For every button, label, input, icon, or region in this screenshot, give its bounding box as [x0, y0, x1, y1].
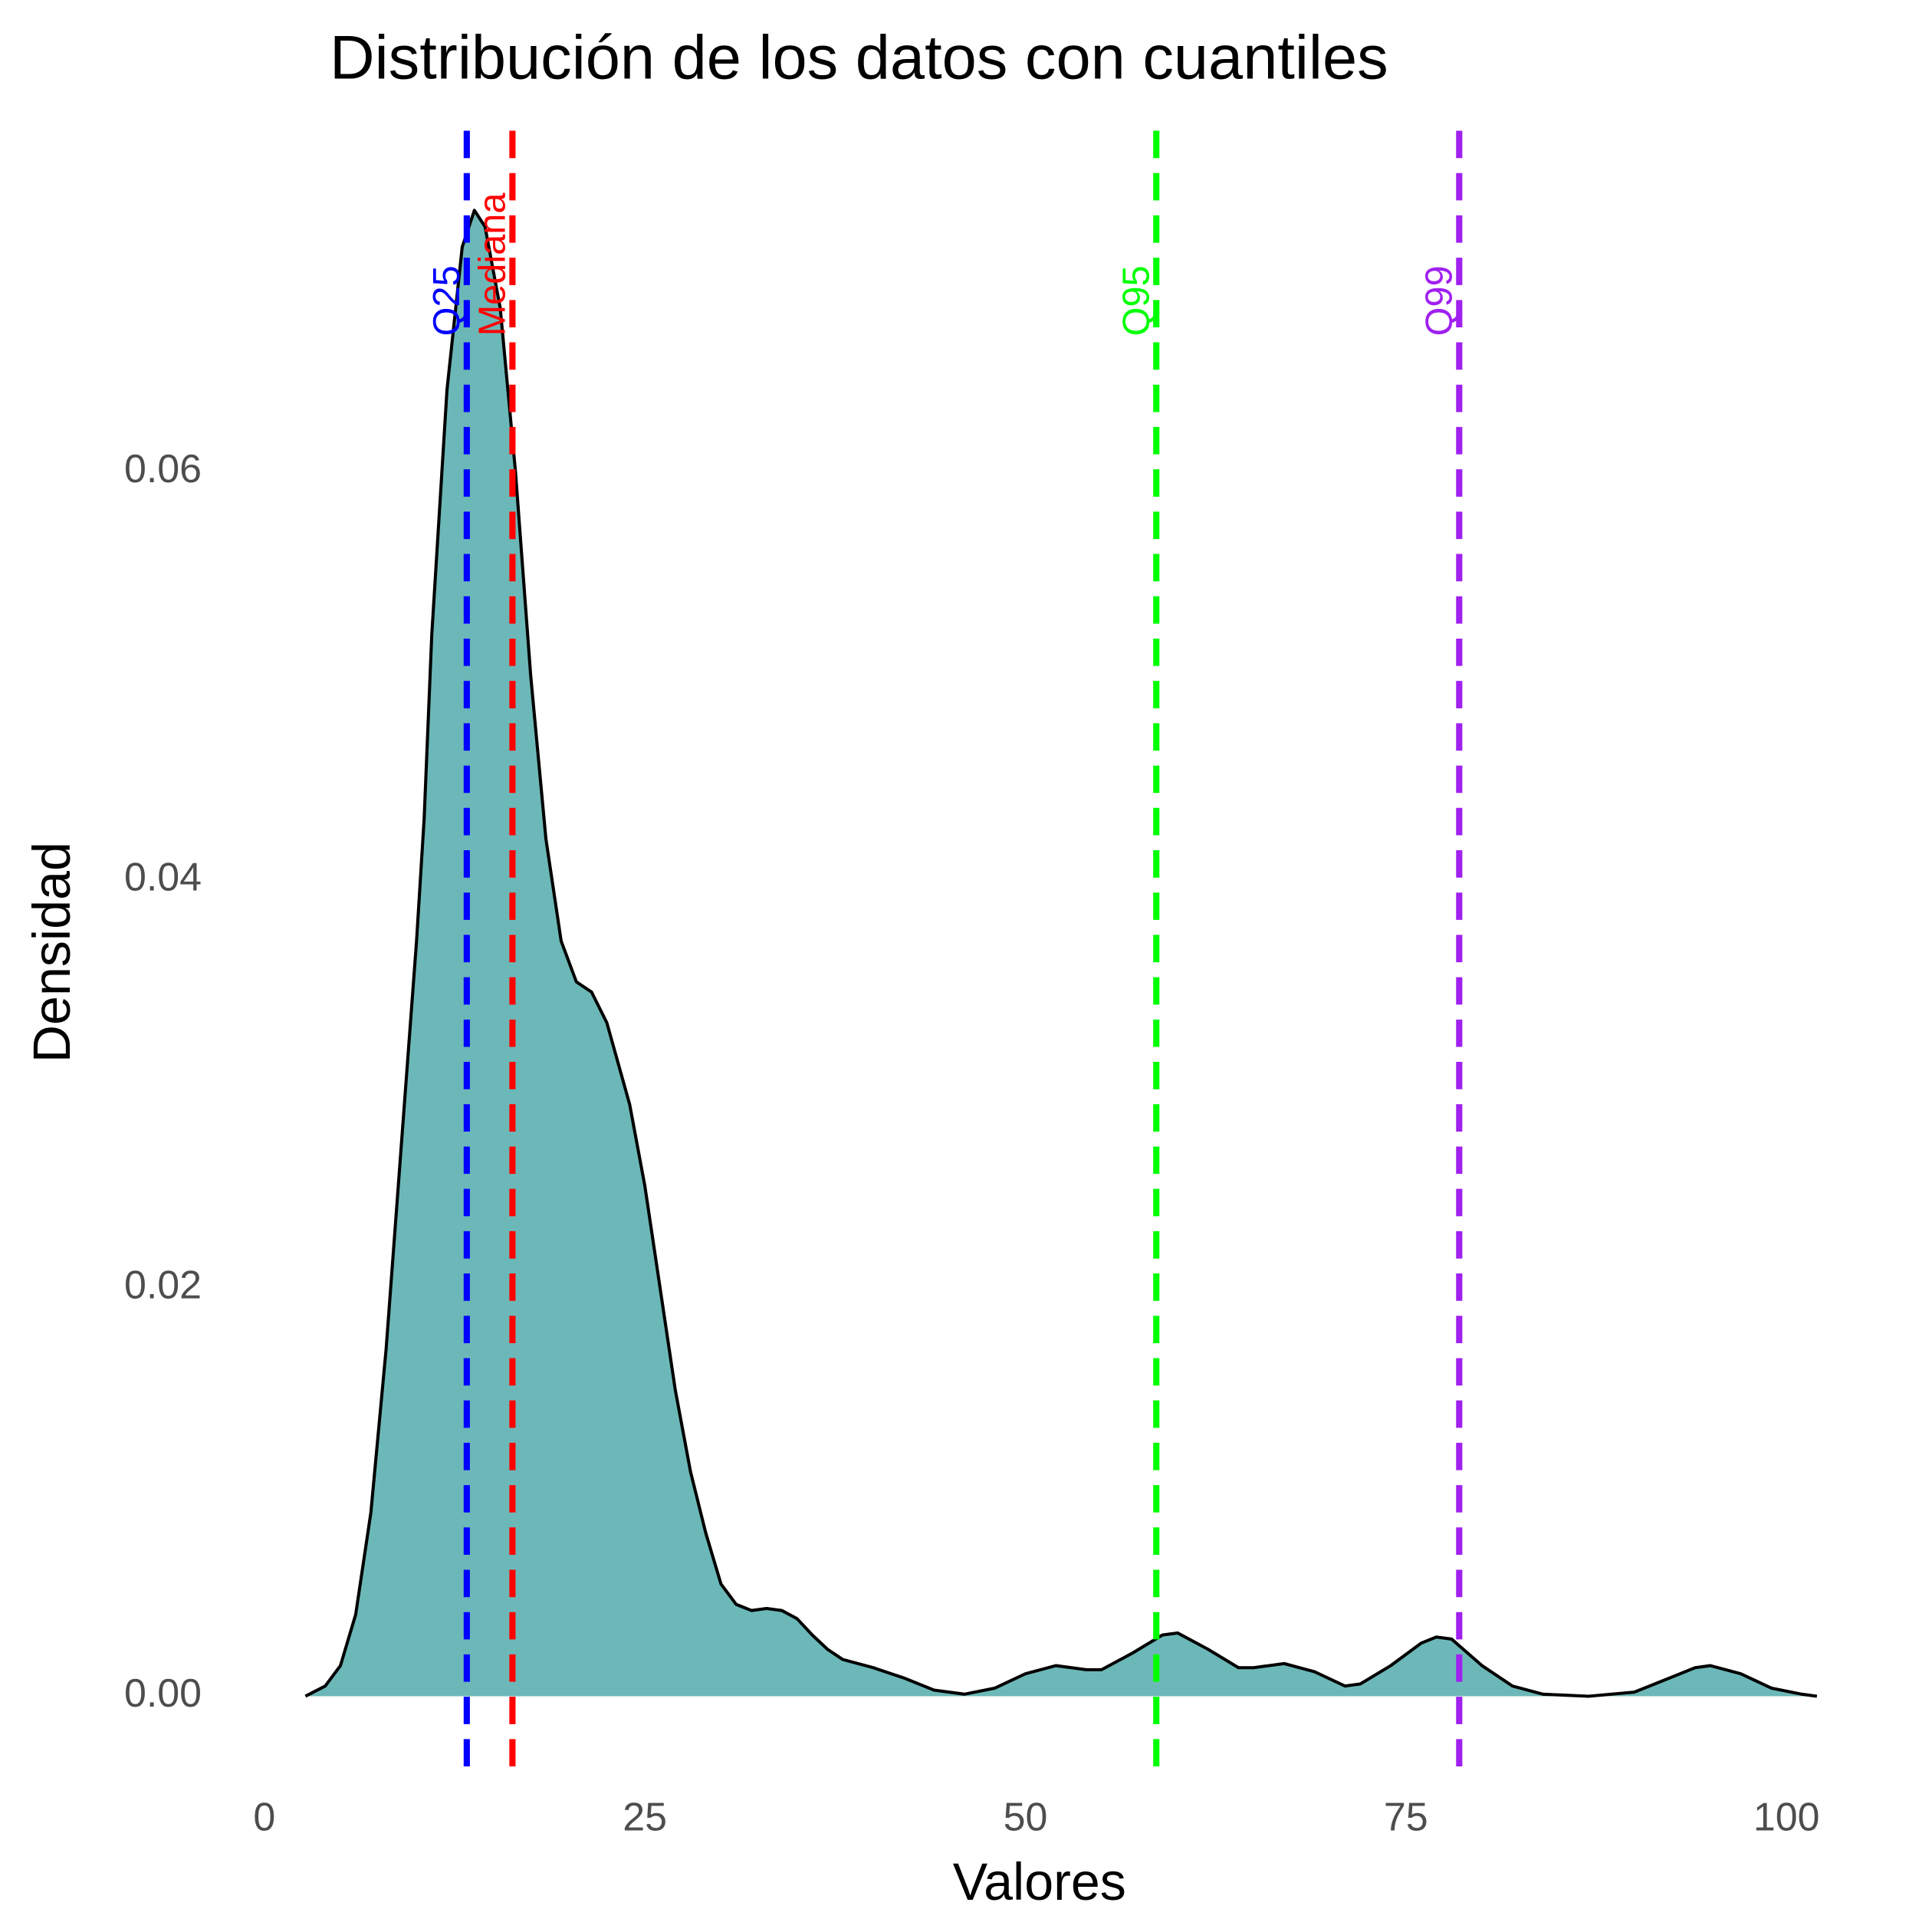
x-tick-label: 100	[1753, 1796, 1820, 1840]
quantile-label: Q99	[1418, 265, 1460, 336]
chart-title: Distribución de los datos con cuantiles	[330, 24, 1388, 93]
quantile-label: Q95	[1116, 265, 1157, 336]
x-tick-label: 50	[1004, 1796, 1048, 1840]
quantile-label: Mediana	[472, 192, 514, 337]
x-axis-title: Valores	[953, 1853, 1126, 1911]
y-tick-label: 0.04	[124, 855, 202, 899]
y-axis-title: Densidad	[23, 842, 81, 1063]
x-tick-label: 25	[623, 1796, 667, 1840]
y-tick-label: 0.00	[124, 1671, 202, 1716]
y-tick-label: 0.02	[124, 1263, 202, 1308]
x-tick-label: 0	[253, 1796, 275, 1840]
y-tick-label: 0.06	[124, 447, 202, 491]
x-tick-label: 75	[1384, 1796, 1428, 1840]
quantile-label: Q25	[426, 265, 468, 336]
density-area	[304, 209, 1818, 1698]
